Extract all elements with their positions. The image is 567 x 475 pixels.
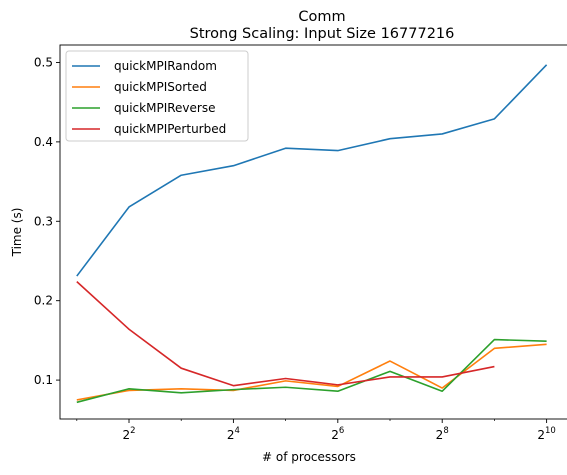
y-tick-label: 0.4	[34, 135, 53, 149]
x-tick-label: 22	[122, 426, 135, 442]
x-tick-label: 24	[227, 426, 240, 442]
x-tick-label: 26	[331, 426, 344, 442]
series-line-quickMPIRandom	[76, 64, 548, 277]
legend-box	[65, 50, 249, 142]
x-axis-label: # of processors	[262, 450, 356, 464]
x-tick-label: 28	[436, 426, 449, 442]
y-tick-label: 0.5	[34, 55, 53, 69]
legend: quickMPIRandom quickMPISorted quickMPIReve…	[65, 50, 249, 142]
legend-label: quickMPIReverse	[114, 101, 215, 115]
x-axis-ticks: 22 24 26 28 210	[76, 419, 556, 442]
legend-label: quickMPISorted	[114, 80, 207, 94]
series-line-quickMPIPerturbed	[76, 281, 495, 387]
legend-label: quickMPIPerturbed	[114, 122, 226, 136]
y-tick-label: 0.2	[34, 294, 53, 308]
x-tick-label: 210	[537, 426, 555, 442]
plot-frame	[59, 44, 567, 420]
chart-title: Comm	[298, 9, 345, 25]
series-layer	[76, 64, 548, 404]
legend-label: quickMPIRandom	[114, 59, 217, 73]
chart-subtitle: Strong Scaling: Input Size 16777216	[190, 26, 455, 42]
y-axis-ticks: 0.1 0.2 0.3 0.4 0.5	[34, 55, 60, 387]
y-tick-label: 0.1	[34, 373, 53, 387]
series-line-quickMPIReverse	[76, 338, 547, 404]
series-line-quickMPISorted	[76, 343, 547, 401]
y-tick-label: 0.3	[34, 214, 53, 228]
y-axis-label: Time (s)	[10, 208, 24, 258]
